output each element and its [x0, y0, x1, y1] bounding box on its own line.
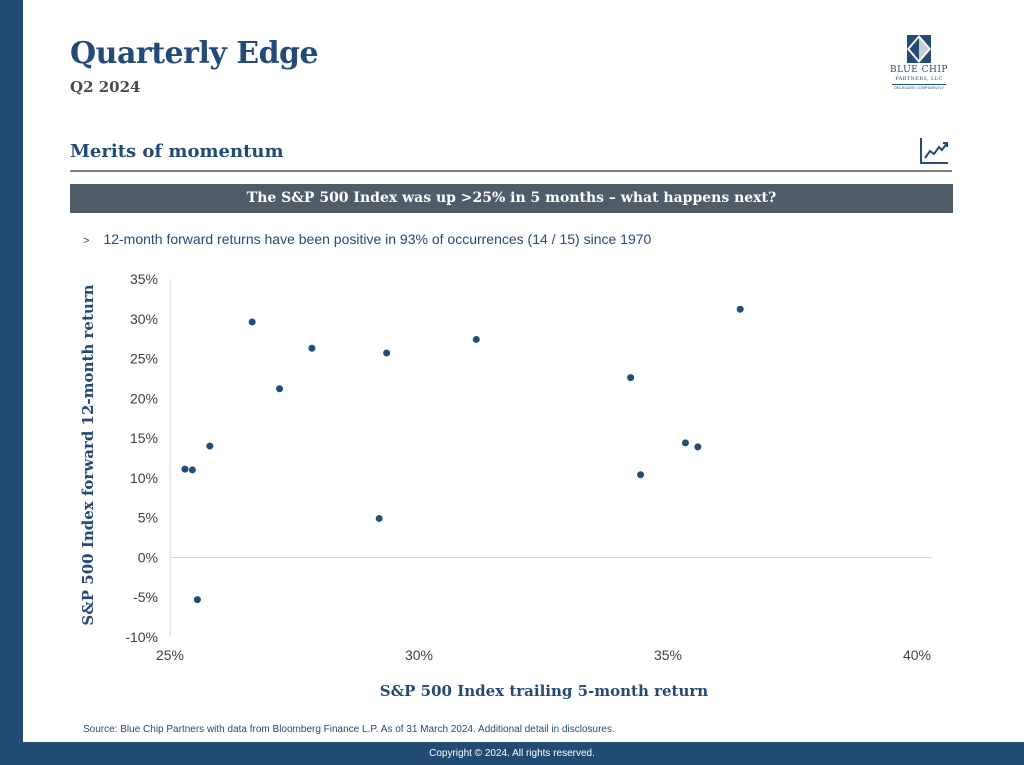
left-accent-bar — [0, 0, 23, 765]
logo-name: BLUE CHIP — [890, 65, 948, 75]
section-title: Merits of momentum — [70, 141, 284, 162]
data-point — [308, 344, 316, 352]
y-tick-label: -10% — [125, 629, 158, 645]
data-point — [206, 442, 214, 450]
page-title: Quarterly Edge — [70, 36, 319, 71]
key-point: >12-month forward returns have been posi… — [83, 231, 651, 247]
y-tick-label: 25% — [130, 351, 158, 367]
data-point — [472, 335, 480, 343]
y-tick-label: 5% — [138, 510, 158, 526]
x-tick-label: 25% — [156, 647, 184, 663]
headline-banner: The S&P 500 Index was up >25% in 5 month… — [70, 184, 953, 213]
logo-mark-icon — [907, 35, 931, 63]
data-point — [627, 374, 635, 382]
data-point — [375, 514, 383, 522]
y-tick-label: 0% — [138, 549, 158, 565]
data-point — [248, 318, 256, 326]
data-point — [193, 596, 201, 604]
y-tick-label: 35% — [130, 271, 158, 287]
source-note: Source: Blue Chip Partners with data fro… — [83, 724, 615, 735]
x-axis-title: S&P 500 Index trailing 5-month return — [380, 682, 708, 700]
data-point — [637, 471, 645, 479]
y-tick-label: 20% — [130, 390, 158, 406]
data-point — [383, 349, 391, 357]
page-subtitle: Q2 2024 — [70, 78, 141, 96]
y-tick-label: 15% — [130, 430, 158, 446]
logo-subname: PARTNERS, LLC — [895, 76, 943, 82]
y-axis-title: S&P 500 Index forward 12-month return — [79, 284, 97, 625]
copyright-text: Copyright © 2024. All rights reserved. — [429, 748, 595, 759]
y-tick-label: 10% — [130, 470, 158, 486]
x-tick-label: 30% — [405, 647, 433, 663]
x-tick-label: 40% — [903, 647, 931, 663]
logo-tagline: DELEGATE CONFIDENTLY — [892, 84, 946, 90]
y-tick-label: 30% — [130, 311, 158, 327]
data-point — [276, 385, 284, 393]
trend-chart-icon — [918, 136, 950, 171]
data-point — [694, 443, 702, 451]
section-divider — [70, 170, 952, 172]
data-point — [681, 439, 689, 447]
key-point-text: 12-month forward returns have been posit… — [103, 231, 652, 247]
company-logo: BLUE CHIP PARTNERS, LLC DELEGATE CONFIDE… — [882, 34, 956, 104]
y-tick-label: -5% — [133, 589, 158, 605]
footer-bar: Copyright © 2024. All rights reserved. — [0, 742, 1024, 765]
data-point — [188, 466, 196, 474]
x-tick-label: 35% — [654, 647, 682, 663]
data-point — [736, 305, 744, 313]
bullet-marker: > — [83, 235, 90, 247]
data-point — [181, 465, 189, 473]
